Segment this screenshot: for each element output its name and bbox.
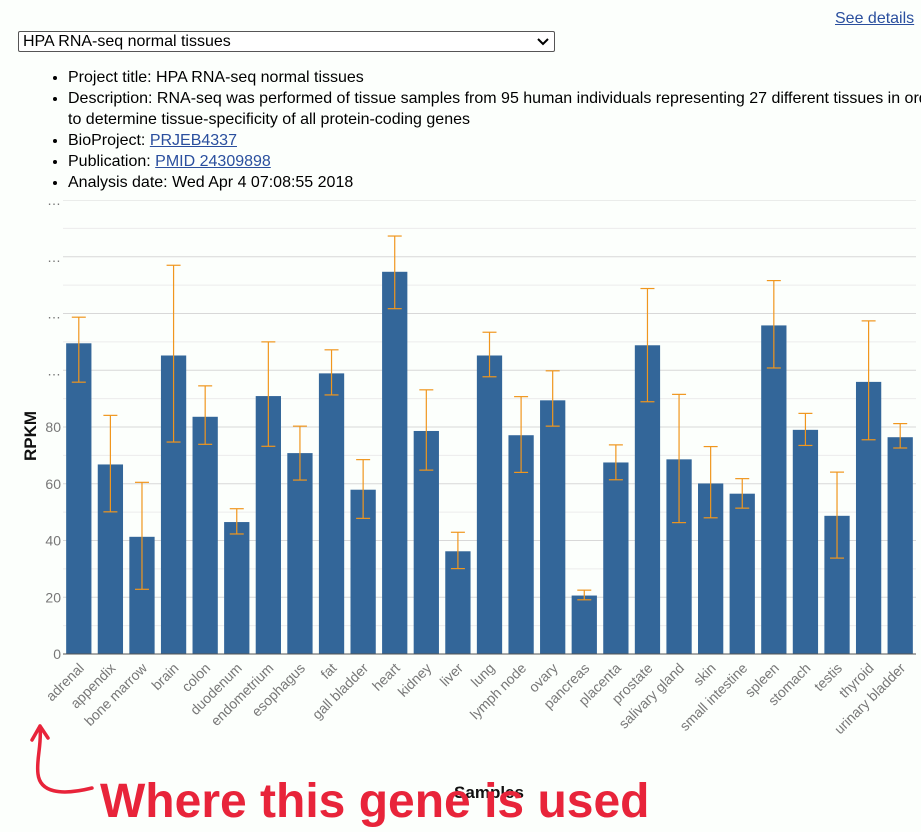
error-bar xyxy=(103,414,118,513)
bar xyxy=(192,416,218,654)
red-arrow-annotation xyxy=(30,724,94,794)
dataset-select-value: HPA RNA-seq normal tissues xyxy=(23,33,231,50)
error-bar xyxy=(292,425,307,481)
bar xyxy=(729,493,755,654)
error-bars xyxy=(71,235,908,601)
y-tick-label: … xyxy=(47,306,61,322)
error-bar xyxy=(735,478,750,509)
error-bar xyxy=(419,389,434,471)
annotation-text: Where this gene is used xyxy=(100,775,650,828)
dataset-select[interactable]: HPA RNA-seq normal tissues xyxy=(18,31,555,52)
y-tick-label: 60 xyxy=(45,476,61,492)
x-tick-label: brain xyxy=(148,660,181,693)
y-tick-label: … xyxy=(47,362,61,378)
bar xyxy=(792,429,819,654)
description-item: Description: RNA-seq was performed of ti… xyxy=(68,88,921,130)
project-title-item: Project title: HPA RNA-seq normal tissue… xyxy=(68,67,921,88)
y-tick-label: 40 xyxy=(45,533,61,549)
error-bar xyxy=(514,396,529,473)
error-bar xyxy=(387,235,402,310)
bioproject-link[interactable]: PRJEB4337 xyxy=(149,132,237,149)
dataset-info-list: Project title: HPA RNA-seq normal tissue… xyxy=(44,67,921,193)
error-bar xyxy=(198,385,213,445)
x-tick-label: liver xyxy=(437,660,467,690)
error-bar xyxy=(640,287,655,403)
description-value: RNA-seq was performed of tissue samples … xyxy=(68,90,921,128)
error-bar xyxy=(608,444,623,481)
y-tick-label: … xyxy=(47,200,61,208)
y-axis-title: RPKM xyxy=(21,411,40,461)
bar xyxy=(476,355,503,654)
bar xyxy=(287,453,313,654)
error-bar xyxy=(798,412,813,447)
error-bar xyxy=(134,481,149,590)
error-bar xyxy=(71,316,86,383)
bar xyxy=(318,373,345,654)
error-bar xyxy=(482,331,497,378)
x-axis-title: Samples xyxy=(454,783,524,802)
project-title-value: HPA RNA-seq normal tissues xyxy=(156,69,364,86)
bar xyxy=(571,595,597,654)
bar xyxy=(761,325,787,654)
error-bar xyxy=(830,471,845,559)
x-tick-label: kidney xyxy=(395,660,435,700)
error-bar xyxy=(893,422,908,449)
bar xyxy=(224,522,250,654)
chevron-down-icon xyxy=(537,38,549,46)
error-bar xyxy=(545,370,560,427)
error-bar xyxy=(229,508,244,535)
bar xyxy=(540,400,566,654)
analysis-date-item: Analysis date: Wed Apr 4 07:08:55 2018 xyxy=(68,172,921,193)
error-bar xyxy=(672,393,687,524)
error-bar xyxy=(261,341,276,447)
bioproject-item: BioProject: PRJEB4337 xyxy=(68,130,921,151)
error-bar xyxy=(356,459,371,519)
error-bar xyxy=(703,445,718,519)
bar xyxy=(603,462,629,654)
publication-item: Publication: PMID 24309898 xyxy=(68,151,921,172)
error-bar xyxy=(766,279,781,369)
y-tick-label: 0 xyxy=(53,646,61,662)
see-details-link[interactable]: See details xyxy=(835,10,915,27)
x-tick-label: fat xyxy=(317,660,339,682)
bar xyxy=(382,271,408,654)
error-bar xyxy=(861,320,876,441)
publication-link[interactable]: PMID 24309898 xyxy=(155,153,271,170)
y-axis-ticks: 0 20 40 60 80 … … … … xyxy=(45,200,61,662)
bar xyxy=(887,437,913,654)
bars xyxy=(66,271,913,654)
error-bar xyxy=(450,531,465,570)
y-tick-label: … xyxy=(47,249,61,265)
error-bar xyxy=(577,589,592,601)
y-tick-label: 80 xyxy=(45,419,61,435)
error-bar xyxy=(324,349,339,396)
bar xyxy=(66,343,92,654)
analysis-date-value: Wed Apr 4 07:08:55 2018 xyxy=(172,174,354,191)
y-tick-label: 20 xyxy=(45,589,61,605)
error-bar xyxy=(166,264,181,443)
